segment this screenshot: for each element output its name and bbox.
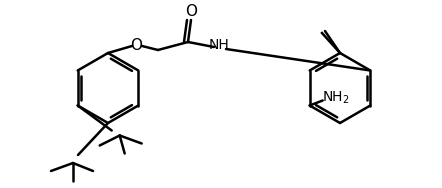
Text: O: O [185, 5, 197, 20]
Text: NH: NH [209, 38, 229, 52]
Text: NH$_2$: NH$_2$ [322, 89, 350, 106]
Text: O: O [130, 37, 142, 52]
